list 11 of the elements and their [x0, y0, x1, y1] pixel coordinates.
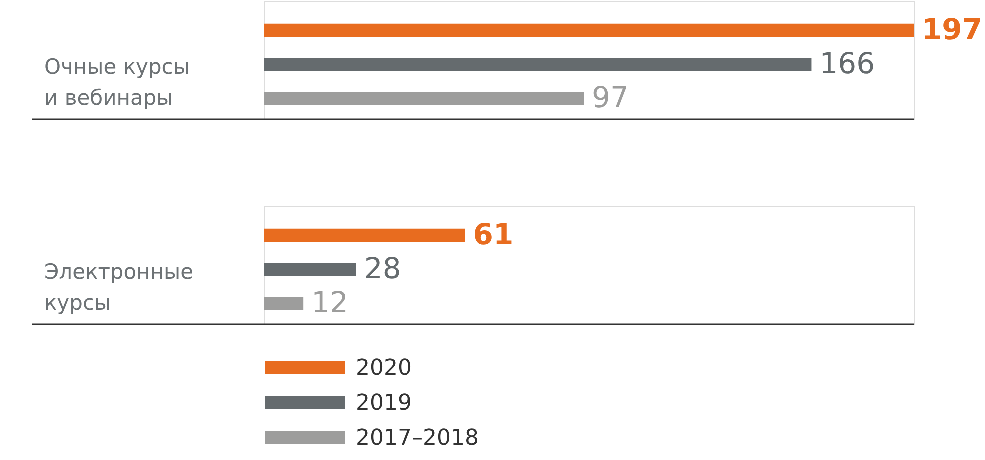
y-tick-label: Электронные курсы	[44, 260, 194, 315]
data-label: 197	[922, 12, 983, 46]
y-tick-label: Очные курсы и вебинары	[44, 55, 190, 110]
data-label: 28	[364, 251, 402, 286]
legend-label: 2019	[356, 391, 412, 416]
data-label: 166	[820, 46, 876, 80]
legend-label: 2020	[356, 356, 412, 381]
data-label: 97	[592, 80, 629, 114]
data-label: 12	[312, 285, 348, 320]
legend-label: 2017–2018	[356, 426, 479, 451]
data-label: 61	[473, 217, 514, 252]
